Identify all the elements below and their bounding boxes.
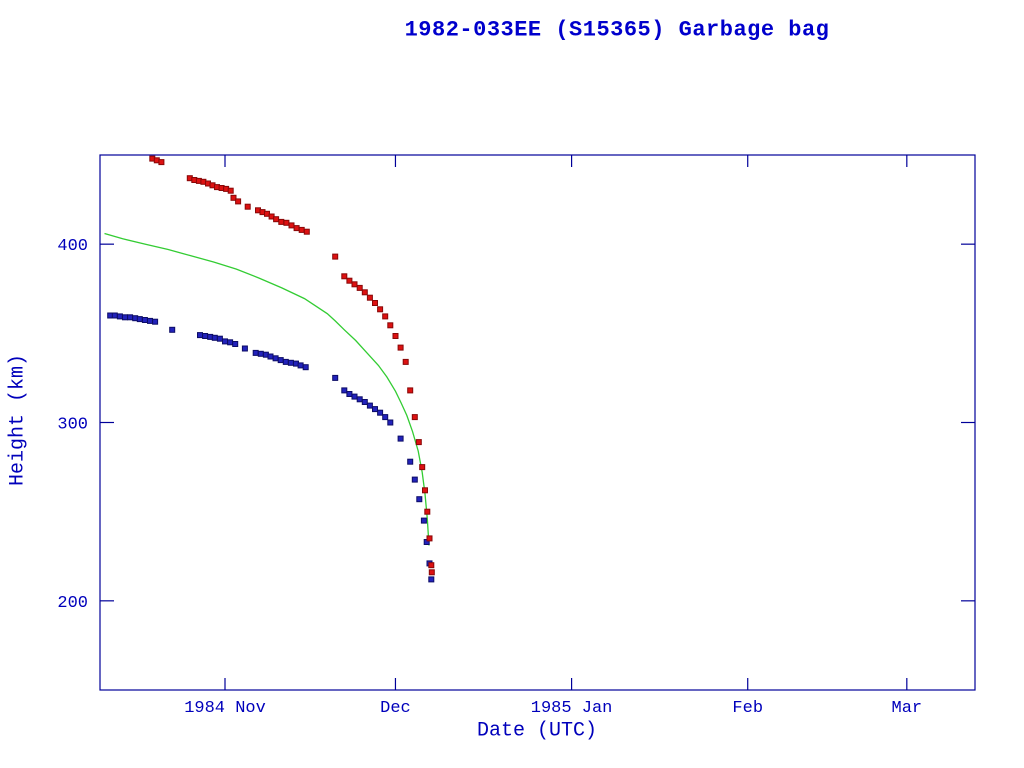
- red-squares-point: [377, 306, 384, 313]
- red-squares-point: [382, 313, 389, 320]
- blue-squares-point: [366, 402, 373, 409]
- red-squares-point: [227, 187, 234, 194]
- x-tick-label: Feb: [732, 699, 763, 718]
- red-squares-point: [351, 281, 358, 288]
- red-squares-point: [356, 284, 363, 291]
- blue-squares-point: [372, 406, 378, 413]
- blue-squares-point: [147, 317, 153, 324]
- red-squares-point: [426, 535, 433, 542]
- red-squares-point: [428, 569, 435, 576]
- blue-squares-point: [361, 399, 368, 405]
- blue-squares-point: [397, 435, 404, 442]
- blue-squares-point: [420, 517, 427, 524]
- blue-squares-point: [241, 345, 248, 352]
- red-squares-point: [244, 203, 251, 210]
- y-tick-label: 400: [57, 237, 88, 256]
- blue-squares-point: [282, 358, 289, 365]
- x-tick-label: 1985 Jan: [531, 699, 613, 718]
- red-squares-point: [288, 222, 295, 229]
- blue-squares-point: [222, 338, 228, 345]
- blue-squares-point: [341, 387, 348, 394]
- red-squares-point: [235, 198, 242, 205]
- blue-squares-point: [232, 341, 239, 347]
- blue-squares-point: [216, 335, 223, 342]
- blue-squares-point: [267, 353, 274, 360]
- red-squares-point: [419, 464, 426, 471]
- blue-squares-point: [416, 496, 423, 503]
- red-squares-point: [230, 194, 237, 201]
- blue-squares-point: [287, 359, 294, 366]
- y-tick-label: 300: [57, 416, 88, 435]
- blue-squares-point: [387, 419, 394, 426]
- blue-squares-point: [127, 314, 134, 321]
- red-squares-point: [428, 562, 435, 569]
- red-squares-point: [411, 414, 418, 421]
- blue-squares-point: [227, 339, 234, 346]
- red-squares-point: [361, 289, 368, 296]
- blue-squares-point: [152, 318, 159, 325]
- blue-squares-point: [252, 349, 259, 356]
- red-squares-point: [366, 294, 373, 301]
- blue-squares-point: [411, 476, 418, 483]
- y-tick-label: 200: [57, 594, 88, 613]
- blue-squares-point: [211, 334, 218, 341]
- blue-squares-point: [122, 314, 128, 321]
- blue-squares-point: [136, 316, 143, 323]
- blue-squares-point: [116, 313, 123, 320]
- red-squares-point: [397, 344, 404, 351]
- blue-squares-point: [272, 355, 279, 362]
- red-squares-point: [424, 508, 431, 515]
- blue-squares-point: [202, 333, 209, 339]
- red-squares-point: [293, 225, 300, 232]
- blue-squares-point: [277, 357, 284, 364]
- red-squares-point: [392, 333, 399, 339]
- plot-frame: [99, 154, 976, 691]
- red-squares-point: [402, 358, 409, 365]
- red-squares-point: [278, 218, 285, 225]
- red-squares-point: [298, 226, 305, 233]
- red-squares-point: [372, 300, 378, 306]
- blue-squares-point: [428, 576, 435, 583]
- x-tick-label: Mar: [892, 699, 923, 718]
- blue-squares-point: [297, 362, 304, 369]
- red-squares-point: [273, 216, 280, 223]
- blue-squares-point: [407, 458, 414, 465]
- red-squares-point: [341, 273, 348, 280]
- blue-squares-point: [257, 350, 264, 357]
- x-tick-label: Dec: [380, 699, 411, 718]
- red-squares-point: [387, 322, 394, 329]
- green-trend-line: [104, 232, 430, 546]
- blue-squares-point: [302, 364, 309, 371]
- red-squares-point: [407, 387, 414, 394]
- blue-squares-point: [169, 326, 176, 333]
- red-squares-point: [303, 228, 310, 235]
- red-squares-point: [346, 277, 353, 284]
- blue-squares-point: [197, 332, 203, 339]
- chart-title: 1982-033EE (S15365) Garbage bag: [404, 17, 830, 43]
- x-tick-label: 1984 Nov: [184, 699, 266, 718]
- blue-squares-point: [346, 391, 353, 397]
- red-squares-point: [283, 219, 290, 226]
- red-squares-point: [158, 159, 165, 166]
- blue-squares-point: [111, 312, 118, 319]
- blue-squares-point: [351, 393, 358, 400]
- blue-squares-point: [141, 317, 148, 323]
- blue-squares-point: [332, 374, 339, 381]
- blue-squares-point: [377, 409, 384, 416]
- blue-squares-point: [382, 414, 389, 421]
- blue-squares-point: [356, 396, 363, 403]
- red-squares-point: [332, 253, 339, 260]
- red-squares-point: [415, 439, 422, 446]
- x-axis-label: Date (UTC): [476, 719, 598, 743]
- red-squares-point: [422, 487, 428, 494]
